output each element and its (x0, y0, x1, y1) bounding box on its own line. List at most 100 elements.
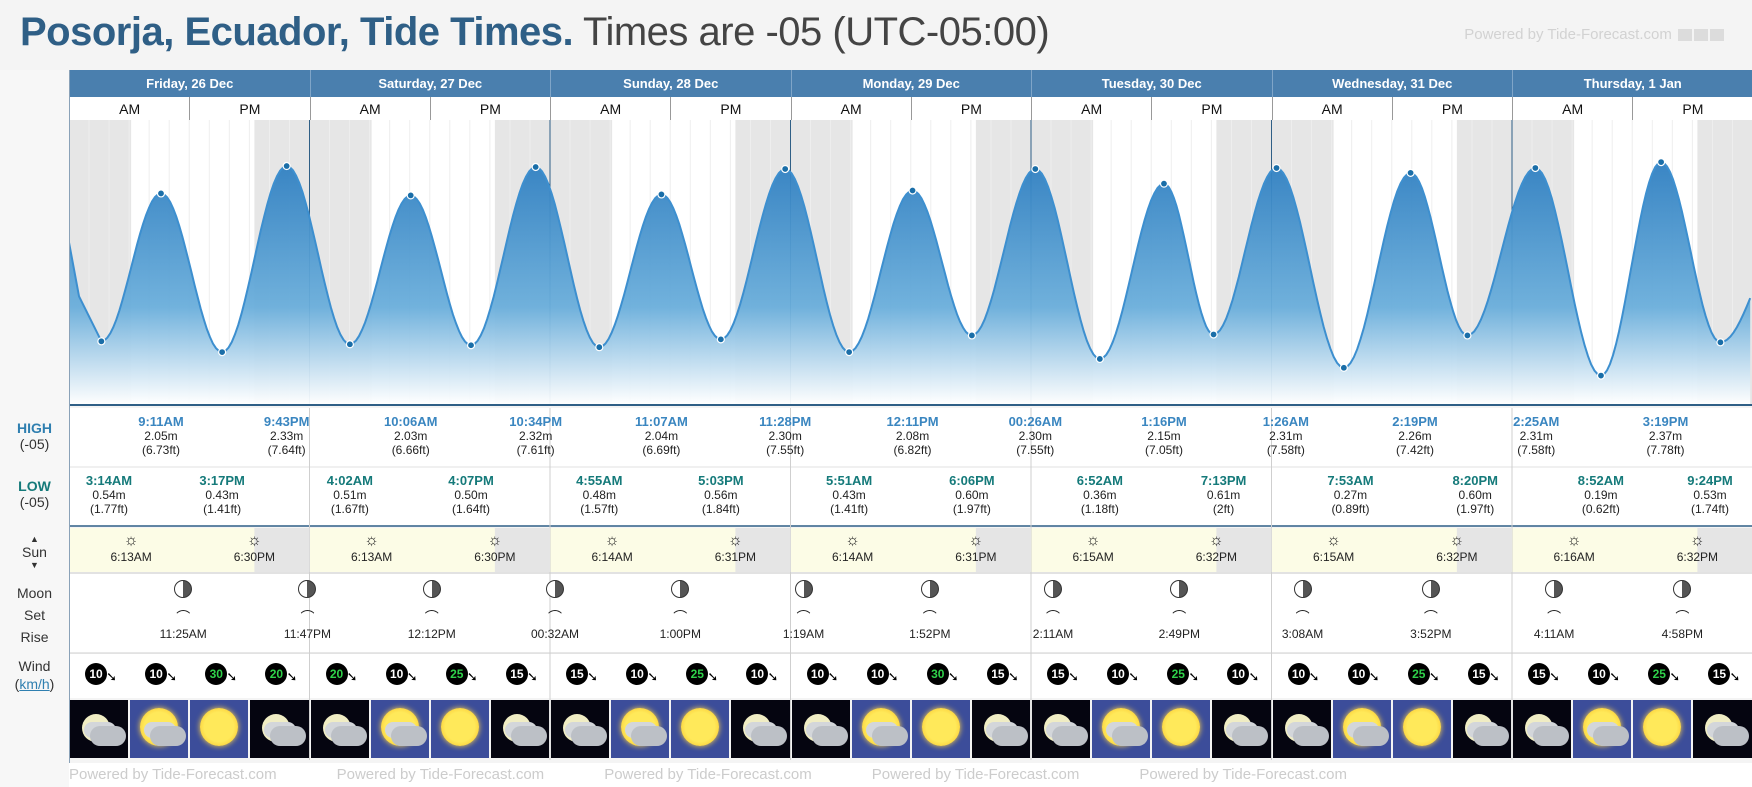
tide-point[interactable] (1716, 338, 1725, 347)
low-tide-entry: 8:20PM 0.60m (1.97ft) (1435, 473, 1515, 517)
high-tide-ft: (7.58ft) (1517, 443, 1556, 457)
tide-point[interactable] (1095, 354, 1104, 364)
moon-rise-icon: ⌒ (922, 609, 937, 625)
tide-point[interactable] (218, 347, 227, 357)
tide-point[interactable] (1596, 371, 1606, 380)
tide-point[interactable] (1657, 158, 1666, 167)
tide-point[interactable] (1531, 163, 1540, 173)
high-tide-ft: (7.55ft) (766, 443, 805, 457)
sun-night-band (975, 528, 1031, 572)
moon-event: ⌒ 4:58PM (1652, 580, 1712, 641)
high-tide-time: 1:16PM (1141, 414, 1187, 429)
tide-point[interactable] (345, 340, 354, 349)
high-tide-m: 2.08m (895, 429, 930, 443)
wind-unit-link[interactable]: km/h (19, 676, 50, 692)
tide-point[interactable] (845, 347, 854, 357)
sun-set-time: 6:31PM (714, 550, 757, 564)
low-tide-ft: (1.97ft) (952, 502, 991, 516)
wind-speed: 25 (1407, 663, 1430, 685)
moon-phase-icon (153, 580, 213, 601)
high-tide-entry: 2:19PM 2.26m (7.42ft) (1375, 415, 1455, 458)
sun-rise-entry: ☼ 6:14AM (823, 532, 883, 564)
moon-phase-icon (1524, 580, 1584, 601)
wind-direction-icon: ➘ (707, 669, 719, 684)
wind-indicator: 10 ➘ (806, 663, 839, 687)
sun-set-icon: ☼ (247, 532, 262, 549)
powered-by[interactable]: Powered by Tide-Forecast.com (1464, 26, 1724, 43)
tide-point[interactable] (1272, 163, 1281, 173)
pm-label: PM (670, 97, 791, 121)
title-bar: Posorja, Ecuador, Tide Times. Times are … (0, 0, 1752, 70)
wind-indicator: 15 ➘ (1467, 663, 1500, 687)
wind-speed: 30 (205, 663, 228, 685)
tide-point[interactable] (1463, 331, 1472, 340)
low-tide-m: 0.56m (704, 488, 738, 502)
page-title: Posorja, Ecuador, Tide Times. Times are … (20, 10, 1050, 55)
wind-speed: 10 (1287, 663, 1310, 685)
logo-icon (1678, 29, 1692, 42)
moon-phase-icon (1652, 580, 1712, 601)
weather-cell (1032, 700, 1091, 758)
moon-rise-icon: ⌒ (1423, 609, 1438, 625)
day-header: Monday, 29 Dec (790, 70, 1032, 97)
high-tide-time: 2:25AM (1513, 414, 1560, 429)
tide-point[interactable] (1339, 363, 1348, 372)
day-header-row (0, 70, 1752, 97)
tide-point[interactable] (97, 337, 106, 346)
moon-rise-icon: ⌒ (1547, 609, 1562, 625)
high-tide-m: 2.04m (644, 429, 679, 443)
cloud-icon (1713, 726, 1750, 746)
tide-point[interactable] (781, 164, 790, 174)
tide-point[interactable] (1209, 330, 1218, 339)
tide-point[interactable] (657, 190, 666, 199)
low-tide-ft: (1.41ft) (203, 502, 242, 516)
weather-cell (731, 700, 790, 758)
moon-phase-icon (900, 580, 960, 601)
low-tide-m: 0.48m (582, 488, 616, 502)
tide-point[interactable] (466, 341, 476, 350)
high-tide-ft: (6.73ft) (141, 443, 180, 457)
wind-direction-icon: ➘ (406, 669, 418, 684)
wind-speed: 10 (866, 663, 889, 685)
high-tz: (-05) (19, 436, 50, 452)
moon-event: ⌒ 11:25AM (153, 580, 213, 641)
sun-icon (1402, 708, 1441, 746)
tide-point[interactable] (908, 186, 917, 195)
tide-point[interactable] (1406, 168, 1415, 177)
sun-rise-time: 6:15AM (1312, 550, 1355, 564)
wind-indicator: 10 ➘ (385, 663, 418, 687)
high-tide-entry: 00:26AM 2.30m (7.55ft) (995, 415, 1075, 458)
cloud-icon (270, 726, 307, 746)
wind-indicator: 15 ➘ (1047, 663, 1079, 687)
weather-cell (1092, 700, 1151, 758)
tide-point[interactable] (716, 335, 725, 344)
tide-point[interactable] (282, 161, 291, 171)
cloud-icon (1533, 726, 1569, 746)
pm-label: PM (910, 97, 1031, 121)
wind-direction-icon: ➘ (1368, 669, 1380, 684)
low-tide-m: 0.53m (1693, 488, 1727, 502)
wind-speed: 15 (1467, 663, 1490, 685)
tide-point[interactable] (156, 189, 166, 198)
moon-event-time: 2:11AM (1032, 627, 1074, 641)
low-tide-m: 0.61m (1206, 488, 1241, 502)
sun-rise-time: 6:14AM (831, 550, 874, 564)
moon-rise-icon: ⌒ (1172, 609, 1187, 625)
low-tide-time: 7:53AM (1327, 473, 1374, 488)
low-tide-time: 8:20PM (1452, 473, 1498, 488)
tide-point[interactable] (1031, 164, 1040, 174)
moon-event-time: 4:11AM (1533, 627, 1575, 641)
tide-point[interactable] (406, 191, 415, 200)
wind-indicator: 10 ➘ (85, 663, 117, 687)
tide-point[interactable] (531, 162, 540, 172)
wind-label-text: Wind (18, 658, 51, 674)
low-tide-time: 6:06PM (949, 473, 995, 488)
weather-cell (1332, 700, 1391, 758)
cloud-icon (631, 726, 668, 746)
tide-point[interactable] (967, 331, 976, 340)
tide-point[interactable] (595, 343, 604, 352)
wind-speed: 10 (145, 663, 168, 685)
day-header: Tuesday, 30 Dec (1031, 70, 1272, 97)
pm-label: PM (1632, 97, 1752, 121)
tide-point[interactable] (1159, 179, 1169, 188)
